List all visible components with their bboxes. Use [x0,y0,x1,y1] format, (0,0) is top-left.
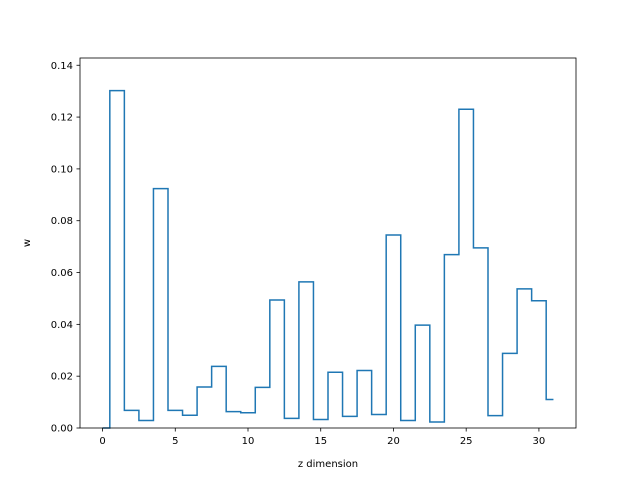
axes-frame [79,57,577,429]
x-tick-label: 25 [460,436,473,447]
series-line-0 [102,89,554,429]
axes-layer [79,57,577,429]
x-tick-label: 30 [533,436,546,447]
y-tick-label: 0.08 [51,216,73,227]
y-tick-label: 0.14 [51,61,73,72]
x-tick-label: 10 [242,436,255,447]
y-tick-label: 0.10 [51,164,73,175]
series-layer [102,89,554,429]
y-tick-label: 0.00 [51,424,73,435]
y-tick-label: 0.04 [51,320,73,331]
x-tick-label: 20 [387,436,400,447]
x-axis-label: z dimension [298,459,358,470]
x-tick-label: 5 [172,436,178,447]
y-tick-label: 0.06 [51,268,73,279]
y-tick-label: 0.02 [51,372,73,383]
x-axis-ticks: 0 5 10 15 20 25 30 [99,428,545,447]
x-tick-label: 15 [314,436,327,447]
x-tick-label: 0 [99,436,105,447]
y-tick-label: 0.12 [51,113,73,124]
plot-area [80,58,576,428]
y-axis-label: w [22,239,33,247]
y-axis-ticks: 0.00 0.02 0.04 0.06 0.08 0.10 0.12 0.14 [51,61,80,435]
